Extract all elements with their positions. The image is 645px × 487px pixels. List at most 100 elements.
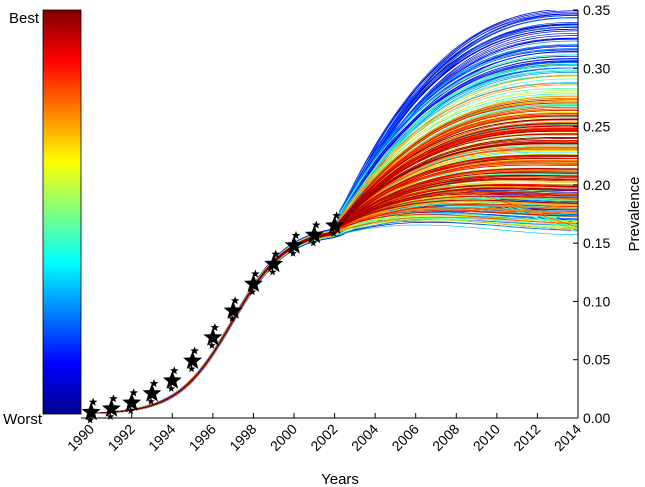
x-tick-label: 1996 (186, 421, 219, 454)
simulation-curve (91, 132, 578, 414)
simulation-curve (91, 108, 578, 414)
y-tick-label: 0.20 (583, 177, 610, 193)
simulation-curve (91, 215, 578, 414)
simulation-curve (91, 211, 578, 414)
colorbar: Best Worst (3, 9, 82, 428)
simulation-curve (91, 214, 578, 414)
y-tick-label: 0.30 (583, 60, 610, 76)
x-tick-label: 1990 (64, 421, 97, 454)
observed-star (223, 300, 243, 319)
simulation-curve (91, 214, 578, 414)
simulation-curve (91, 145, 578, 414)
simulation-curve (91, 218, 578, 414)
observed-data-stars (81, 211, 345, 424)
simulation-curve (91, 210, 578, 414)
simulation-curve (91, 131, 578, 414)
simulation-curves (91, 10, 578, 414)
observed-star (183, 350, 203, 369)
y-tick-labels: 0.00 0.05 0.10 0.15 0.20 0.25 0.30 0.35 (573, 2, 610, 426)
simulation-curve (91, 207, 578, 414)
simulation-curve (91, 207, 578, 414)
simulation-curve (91, 208, 578, 414)
simulation-curve (91, 141, 578, 414)
observed-star (271, 249, 280, 258)
observed-star (243, 273, 263, 292)
simulation-curve (91, 150, 578, 414)
simulation-curve (91, 122, 578, 414)
observed-star (142, 383, 162, 402)
simulation-curve (91, 214, 578, 414)
simulation-curve (91, 218, 578, 414)
simulation-curve (91, 101, 578, 414)
observed-star (309, 239, 318, 247)
simulation-curve (91, 101, 578, 414)
observed-star (129, 388, 138, 397)
observed-star (203, 327, 223, 346)
observed-star (332, 211, 341, 220)
simulation-curve (91, 210, 578, 414)
observed-star (264, 254, 284, 273)
simulation-curve (91, 209, 578, 414)
simulation-curve (91, 122, 578, 414)
simulation-curve (91, 212, 578, 414)
simulation-curve (91, 210, 578, 414)
x-tick-label: 2002 (307, 421, 340, 454)
observed-star (86, 416, 94, 424)
y-tick-label: 0.00 (583, 410, 610, 426)
simulation-curve (91, 224, 578, 414)
simulation-curve (91, 122, 578, 414)
observed-star (147, 397, 155, 405)
simulation-curve (91, 141, 578, 414)
simulation-curve (91, 123, 578, 414)
observed-star (329, 229, 338, 237)
simulation-curve (91, 213, 578, 414)
observed-star (101, 398, 121, 417)
simulation-curve (91, 207, 578, 414)
observed-star (187, 364, 196, 373)
observed-star (162, 370, 182, 389)
observed-star (325, 215, 345, 234)
simulation-curve (91, 100, 578, 414)
simulation-curve (91, 93, 578, 414)
colorbar-bottom-label: Worst (3, 411, 43, 428)
y-tick-label: 0.35 (583, 2, 610, 18)
x-tick-label: 1992 (104, 421, 137, 454)
simulation-curve (91, 216, 578, 414)
simulation-curve (91, 123, 578, 414)
x-tick-label: 2006 (388, 421, 421, 454)
observed-star (109, 394, 118, 403)
simulation-curve (91, 215, 578, 414)
observed-star (149, 379, 159, 388)
simulation-curve (91, 216, 578, 414)
simulation-curve (91, 211, 578, 414)
observed-star (126, 406, 135, 415)
x-axis-label: Years (321, 471, 359, 487)
simulation-curve (91, 72, 578, 414)
simulation-curve (91, 215, 578, 414)
observed-star (230, 296, 240, 305)
observed-star (122, 392, 142, 411)
observed-star (289, 249, 297, 257)
simulation-curve (91, 123, 578, 414)
simulation-curve (91, 128, 578, 414)
simulation-curve (91, 219, 578, 414)
simulation-curve (91, 122, 578, 414)
simulation-curve (91, 122, 578, 414)
observed-star (228, 314, 236, 322)
observed-star (208, 341, 216, 349)
simulation-curve (91, 141, 578, 414)
simulation-curve (91, 208, 578, 414)
x-tick-label: 2004 (348, 421, 381, 454)
observed-star (304, 225, 324, 244)
simulation-curve (91, 108, 578, 414)
x-tick-label: 2008 (429, 421, 462, 454)
observed-star (210, 323, 220, 332)
x-tick-label: 2014 (551, 421, 584, 454)
simulation-curve (91, 215, 578, 414)
observed-star (190, 346, 199, 355)
simulation-curve (91, 221, 578, 414)
observed-star (268, 268, 277, 276)
simulation-curve (91, 123, 578, 414)
x-tick-label: 2012 (510, 421, 543, 454)
